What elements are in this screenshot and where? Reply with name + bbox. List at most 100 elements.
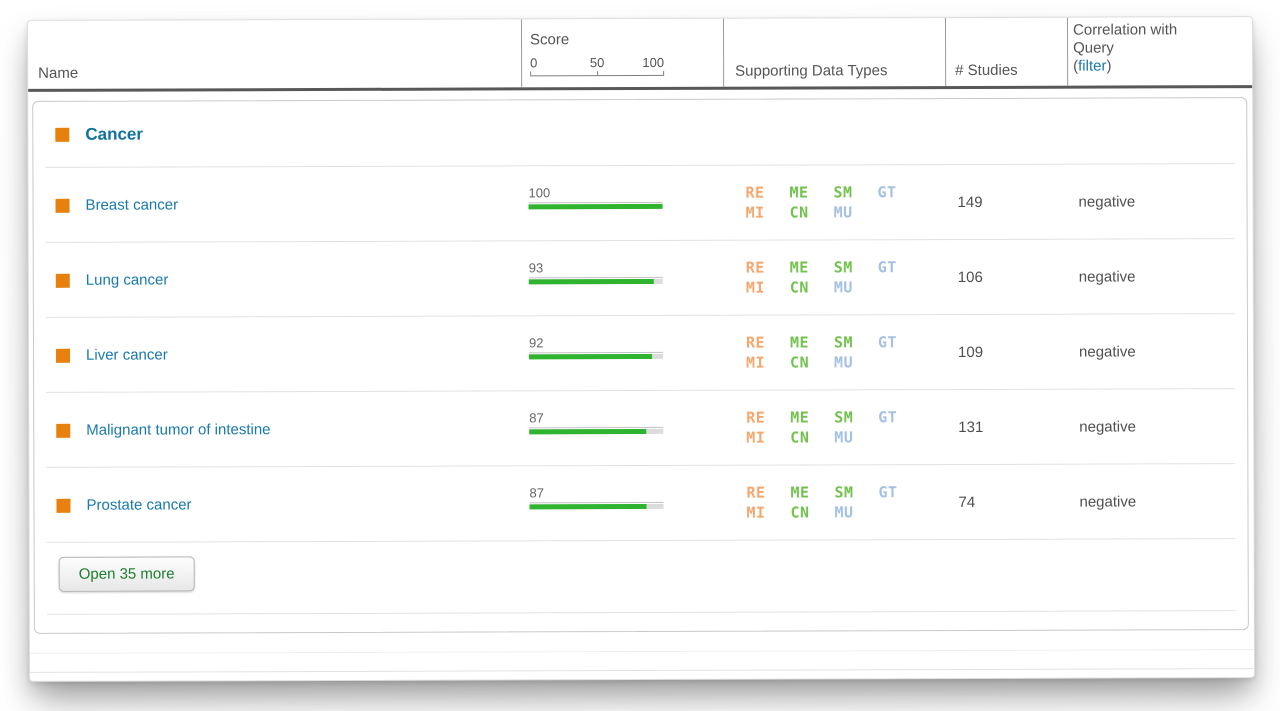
score-bar-track [529, 428, 664, 435]
data-type-code-line: RE ME SM GT [746, 257, 922, 278]
score-bar-fill [529, 428, 646, 435]
disease-name-link[interactable]: Liver cancer [85, 346, 168, 364]
data-type-code-line: MI CN MU [746, 277, 922, 298]
score-cell: 87 [529, 409, 664, 435]
score-value: 93 [528, 259, 663, 279]
column-separator [944, 18, 947, 87]
data-type-me: ME [790, 408, 810, 427]
data-type-mi: MI [746, 503, 766, 522]
data-type-code-line: RE ME SM GT [746, 482, 922, 503]
data-type-mi: MI [746, 353, 766, 372]
open-more-button[interactable]: Open 35 more [58, 556, 195, 592]
data-type-gt: GT [877, 183, 897, 202]
data-type-gt: GT [877, 333, 898, 352]
data-type-sm: SM [833, 333, 854, 352]
studies-count: 109 [957, 343, 984, 362]
score-bar-fill [529, 503, 647, 510]
disease-name-link[interactable]: Prostate cancer [86, 496, 192, 514]
score-axis: 0 50 100 [530, 50, 665, 77]
data-type-me: ME [790, 483, 810, 502]
score-bar-track [528, 203, 663, 210]
data-type-code-line: MI CN MU [746, 202, 922, 223]
data-type-sm: SM [833, 258, 853, 277]
orange-square-icon [55, 198, 70, 213]
data-type-re: RE [745, 333, 766, 352]
group-heading-link[interactable]: Cancer [85, 124, 143, 144]
data-type-code-line: RE ME SM GT [745, 182, 921, 203]
data-type-gt: GT [877, 258, 897, 277]
studies-count: 106 [957, 268, 983, 287]
disease-name-link[interactable]: Lung cancer [85, 271, 169, 289]
correlation-value: negative [1079, 493, 1137, 511]
data-type-sm: SM [833, 183, 853, 202]
data-type-code-line: MI CN MU [746, 352, 922, 373]
data-type-mi: MI [745, 203, 765, 222]
column-header-supporting-data-types: Supporting Data Types [735, 62, 888, 80]
score-value: 92 [528, 334, 664, 354]
data-type-mi: MI [746, 428, 766, 447]
data-type-me: ME [789, 258, 809, 277]
data-type-codes: RE ME SM GT MI CN MU [746, 482, 922, 523]
data-type-re: RE [746, 483, 766, 502]
data-type-code-line: MI CN MU [746, 427, 922, 448]
data-type-gt: GT [878, 408, 898, 427]
data-type-sm: SM [834, 408, 854, 427]
score-cell: 93 [528, 259, 663, 285]
row-divider [46, 610, 1236, 615]
data-type-mu: MU [834, 503, 854, 522]
axis-tick-left [530, 71, 532, 76]
correlation-header-line2: Query [1073, 39, 1114, 57]
table-header: Name Score 0 50 100 Supporting Data Type… [27, 17, 1253, 92]
data-type-codes: RE ME SM GT MI CN MU [746, 332, 922, 373]
correlation-value: negative [1079, 418, 1136, 436]
data-type-cn: CN [789, 278, 809, 297]
data-type-codes: RE ME SM GT MI CN MU [745, 182, 921, 223]
data-type-re: RE [746, 408, 766, 427]
score-value: 87 [529, 484, 664, 504]
orange-square-icon [55, 127, 70, 142]
data-type-mu: MU [833, 278, 853, 297]
correlation-value: negative [1078, 193, 1136, 211]
column-separator [1066, 17, 1069, 86]
results-card: Name Score 0 50 100 Supporting Data Type… [26, 16, 1256, 682]
score-bar-fill [529, 353, 653, 360]
score-bar-track [528, 278, 663, 285]
score-tick-0: 0 [530, 55, 538, 71]
studies-count: 149 [957, 193, 983, 212]
studies-count: 131 [958, 418, 984, 437]
score-cell: 92 [528, 334, 664, 360]
score-tick-50: 50 [589, 55, 605, 71]
data-type-codes: RE ME SM GT MI CN MU [746, 257, 922, 298]
disease-name-link[interactable]: Breast cancer [85, 196, 179, 214]
data-type-gt: GT [878, 483, 898, 502]
data-type-mu: MU [834, 353, 854, 372]
rows-container: Breast cancer 100 RE ME SM GT MI CN MU 149 neg… [33, 164, 1247, 543]
column-header-correlation: Correlation with Query (filter) [1073, 21, 1177, 75]
disease-name-link[interactable]: Malignant tumor of intestine [86, 421, 271, 439]
data-type-codes: RE ME SM GT MI CN MU [746, 407, 922, 448]
data-type-sm: SM [834, 483, 854, 502]
correlation-value: negative [1078, 268, 1136, 286]
paren-close: ) [1106, 57, 1112, 75]
studies-count: 74 [958, 493, 976, 512]
filter-link[interactable]: filter [1078, 57, 1107, 75]
orange-square-icon [56, 498, 71, 513]
data-type-cn: CN [790, 428, 810, 447]
orange-square-icon [55, 273, 70, 288]
column-header-score: Score 0 50 100 [530, 31, 665, 77]
data-type-me: ME [789, 333, 810, 352]
column-separator [520, 19, 523, 88]
data-type-mu: MU [833, 203, 853, 222]
orange-square-icon [55, 348, 71, 363]
table-row: Malignant tumor of intestine 87 RE ME SM GT… [34, 389, 1247, 468]
correlation-value: negative [1078, 343, 1136, 361]
column-header-studies: # Studies [955, 61, 1018, 80]
score-value: 100 [528, 184, 663, 204]
data-type-re: RE [745, 183, 765, 202]
data-type-mi: MI [745, 278, 765, 297]
data-type-mu: MU [834, 428, 854, 447]
data-type-cn: CN [789, 203, 809, 222]
table-row: Lung cancer 93 RE ME SM GT MI CN MU 106 negati… [34, 239, 1247, 318]
correlation-filter-line: (filter) [1073, 57, 1177, 75]
